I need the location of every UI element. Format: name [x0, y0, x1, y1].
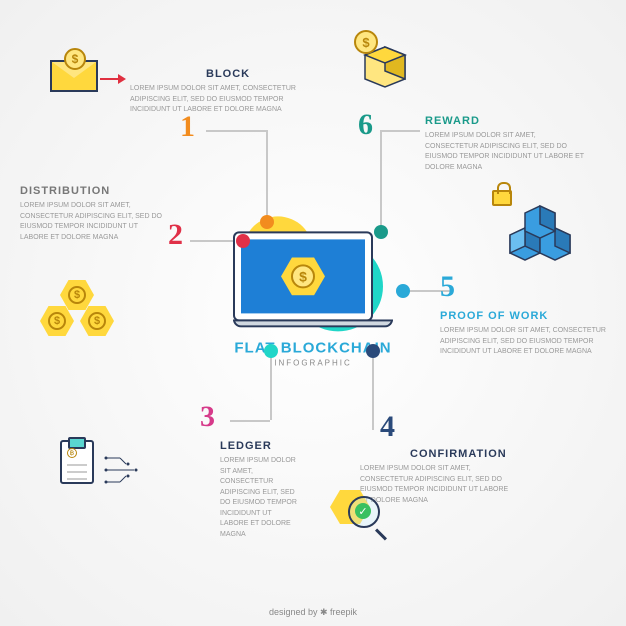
section-3-title: LEDGER — [220, 440, 300, 452]
dot-5 — [396, 284, 410, 298]
number-5: 5 — [440, 270, 455, 304]
section-ledger: LEDGER LOREM IPSUM DOLOR SIT AMET, CONSE… — [160, 440, 300, 540]
section-2-title: DISTRIBUTION — [20, 185, 165, 197]
dot-2 — [236, 234, 250, 248]
section-4-title: CONFIRMATION — [410, 448, 510, 460]
connector — [206, 130, 266, 132]
ledger-clipboard-icon: ฿ — [60, 440, 94, 484]
number-3: 3 — [200, 400, 215, 434]
main-subtitle: INFOGRAPHIC — [233, 358, 393, 367]
distribution-hexcoins-icon: $ $ $ — [40, 280, 130, 340]
section-5-body: LOREM IPSUM DOLOR SIT AMET, CONSECTETUR … — [440, 326, 610, 358]
reward-cube-coin-icon: $ — [350, 35, 410, 100]
section-confirmation: CONFIRMATION LOREM IPSUM DOLOR SIT AMET,… — [360, 448, 510, 506]
laptop-screen: $ — [241, 239, 365, 313]
number-4: 4 — [380, 410, 395, 444]
proof-cubes-lock-icon — [500, 195, 580, 270]
connector — [266, 130, 268, 220]
section-block: BLOCK LOREM IPSUM DOLOR SIT AMET, CONSEC… — [130, 68, 310, 116]
block-envelope-icon: $ — [50, 60, 98, 92]
connector — [230, 420, 270, 422]
hexagon-coin-icon: $ — [281, 257, 325, 295]
dot-1 — [260, 215, 274, 229]
infographic-root: $ FLAT BLOCKCHAIN INFOGRAPHIC 1 BLOCK LO… — [0, 0, 626, 626]
section-1-body: LOREM IPSUM DOLOR SIT AMET, CONSECTETUR … — [130, 84, 310, 116]
dot-6 — [374, 225, 388, 239]
dot-3 — [264, 344, 278, 358]
section-5-title: PROOF OF WORK — [440, 310, 610, 322]
number-2: 2 — [168, 218, 183, 252]
section-proof: PROOF OF WORK LOREM IPSUM DOLOR SIT AMET… — [440, 310, 610, 358]
section-6-body: LOREM IPSUM DOLOR SIT AMET, CONSECTETUR … — [425, 131, 585, 173]
section-2-body: LOREM IPSUM DOLOR SIT AMET, CONSECTETUR … — [20, 201, 165, 243]
section-6-title: REWARD — [425, 115, 585, 127]
section-1-title: BLOCK — [206, 68, 310, 80]
connector — [380, 130, 382, 230]
number-6: 6 — [358, 108, 373, 142]
section-3-body: LOREM IPSUM DOLOR SIT AMET, CONSECTETUR … — [220, 456, 300, 540]
connector — [380, 130, 420, 132]
dot-4 — [366, 344, 380, 358]
section-4-body: LOREM IPSUM DOLOR SIT AMET, CONSECTETUR … — [360, 464, 510, 506]
section-distribution: DISTRIBUTION LOREM IPSUM DOLOR SIT AMET,… — [20, 185, 165, 243]
attribution-text: designed by ✱ freepik — [0, 607, 626, 618]
section-reward: REWARD LOREM IPSUM DOLOR SIT AMET, CONSE… — [425, 115, 585, 173]
